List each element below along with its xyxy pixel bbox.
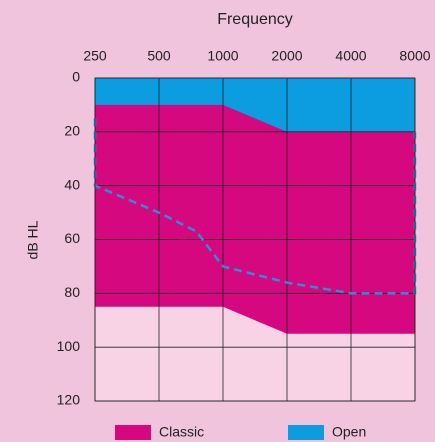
legend-label: Open xyxy=(332,424,366,440)
legend-swatch xyxy=(115,425,151,440)
x-tick-label: 2000 xyxy=(271,48,302,64)
y-tick-label: 0 xyxy=(72,69,80,85)
area xyxy=(95,78,415,334)
x-tick-label: 250 xyxy=(83,48,107,64)
y-tick-label: 20 xyxy=(64,123,80,139)
x-tick-label: 8000 xyxy=(399,48,430,64)
y-tick-label: 100 xyxy=(57,338,81,354)
dashed-line xyxy=(93,118,417,295)
x-tick-label: 4000 xyxy=(335,48,366,64)
y-tick-label: 80 xyxy=(64,284,80,300)
y-tick-label: 120 xyxy=(57,392,81,408)
y-tick-label: 40 xyxy=(64,176,80,192)
y-tick-label: 60 xyxy=(64,230,80,246)
area xyxy=(95,78,415,132)
legend-label: Classic xyxy=(159,424,204,440)
plot-border xyxy=(94,77,416,402)
x-tick-label: 1000 xyxy=(207,48,238,64)
x-tick-label: 500 xyxy=(147,48,171,64)
legend-swatch xyxy=(288,425,324,440)
chart-title: Frequency xyxy=(217,11,293,28)
y-axis-label: dB HL xyxy=(25,220,41,259)
